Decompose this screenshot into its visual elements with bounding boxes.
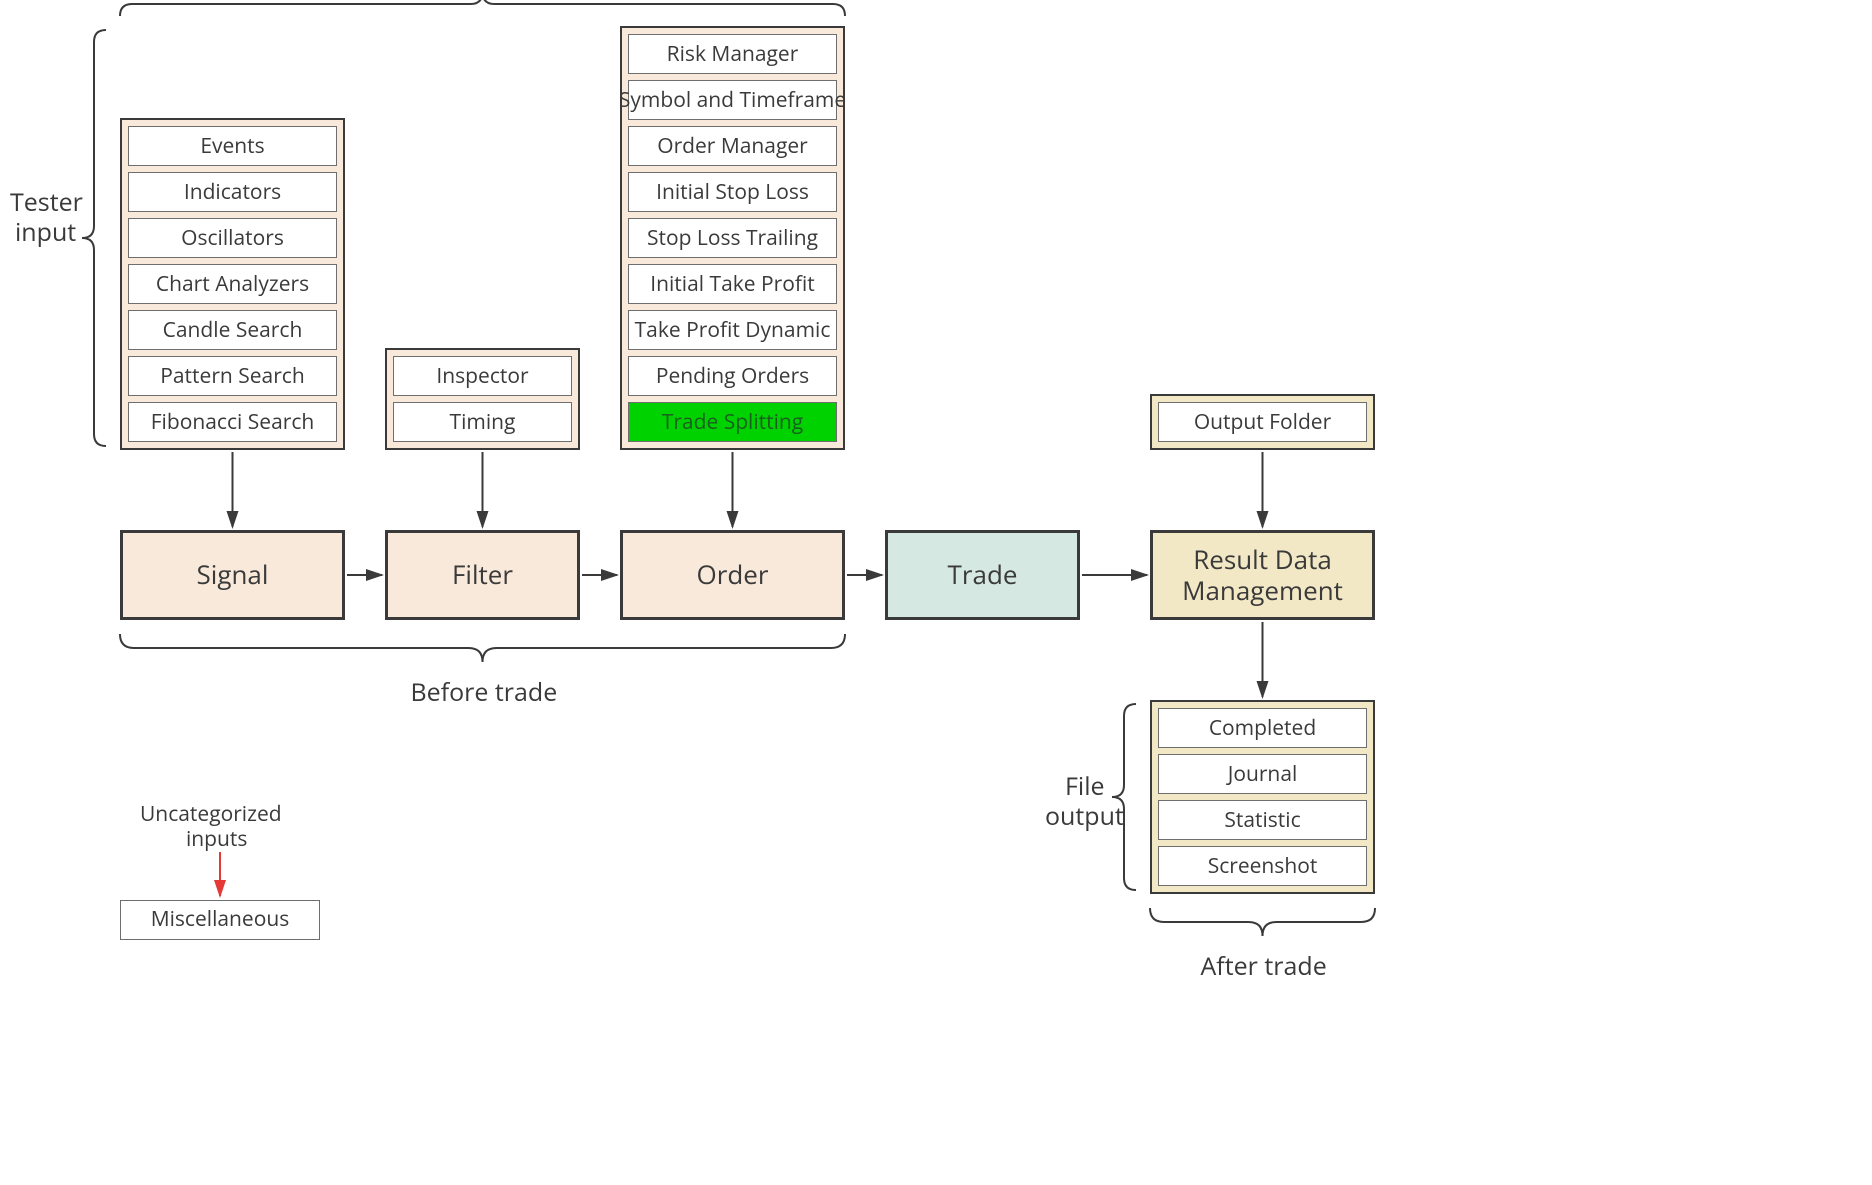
signal-box: Signal: [120, 530, 345, 620]
filter-item-label: Inspector: [436, 362, 528, 390]
signal-item-label: Pattern Search: [160, 362, 304, 390]
signal-item-label: Candle Search: [163, 316, 303, 344]
order-item-label: Order Manager: [657, 132, 807, 160]
miscellaneous-box: Miscellaneous: [120, 900, 320, 940]
filter-item: Inspector: [393, 356, 572, 396]
trade-box-label: Trade: [948, 559, 1018, 590]
signal-item: Pattern Search: [128, 356, 337, 396]
result_bottom-item-label: Statistic: [1224, 806, 1300, 834]
result_bottom-item-label: Journal: [1228, 760, 1298, 788]
result-top-stack: Output Folder: [1150, 394, 1375, 450]
order-item: Risk Manager: [628, 34, 837, 74]
signal-item: Events: [128, 126, 337, 166]
order-inputs-stack: Risk Manager Symbol and Timeframe Order Ma…: [620, 26, 845, 450]
result_bottom-item-label: Screenshot: [1208, 852, 1318, 880]
result_bottom-item: Journal: [1158, 754, 1367, 794]
order-item: Initial Stop Loss: [628, 172, 837, 212]
order-item-label: Symbol and Timeframe: [619, 86, 846, 114]
signal-inputs-stack: Events Indicators Oscillators Chart Analyze…: [120, 118, 345, 450]
uncategorized-label-line1: Uncategorized: [140, 800, 282, 828]
signal-item: Fibonacci Search: [128, 402, 337, 442]
result-box-label: Result Data Management: [1153, 544, 1372, 606]
result_bottom-item-label: Completed: [1209, 714, 1316, 742]
order-item: Initial Take Profit: [628, 264, 837, 304]
result_bottom-item: Statistic: [1158, 800, 1367, 840]
signal-box-label: Signal: [197, 559, 269, 590]
uncategorized-label-line2: inputs: [186, 825, 247, 853]
result-bottom-stack: Completed Journal Statistic Screenshot: [1150, 700, 1375, 894]
filter-box: Filter: [385, 530, 580, 620]
diagram-canvas: Events Indicators Oscillators Chart Analyze…: [0, 0, 1872, 1185]
order-box: Order: [620, 530, 845, 620]
order-item: Trade Splitting: [628, 402, 837, 442]
signal-item-label: Chart Analyzers: [156, 270, 309, 298]
order-item: Order Manager: [628, 126, 837, 166]
order-item-label: Stop Loss Trailing: [647, 224, 818, 252]
filter-box-label: Filter: [452, 559, 513, 590]
order-item: Symbol and Timeframe: [628, 80, 837, 120]
order-item-label: Take Profit Dynamic: [635, 316, 831, 344]
result-box: Result Data Management: [1150, 530, 1375, 620]
signal-item: Candle Search: [128, 310, 337, 350]
signal-item-label: Indicators: [184, 178, 281, 206]
order-item: Take Profit Dynamic: [628, 310, 837, 350]
file-output-label-line2: output: [1045, 799, 1124, 833]
after-trade-label: After trade: [1201, 949, 1327, 983]
tester-input-label-line1: Tester: [10, 185, 83, 219]
result_top-item: Output Folder: [1158, 402, 1367, 442]
signal-item: Indicators: [128, 172, 337, 212]
before-trade-label: Before trade: [411, 675, 558, 709]
order-item-label: Trade Splitting: [662, 408, 803, 436]
order-item: Stop Loss Trailing: [628, 218, 837, 258]
order-item-label: Initial Take Profit: [650, 270, 814, 298]
signal-item: Oscillators: [128, 218, 337, 258]
order-item-label: Initial Stop Loss: [656, 178, 809, 206]
file-output-label-line1: File: [1065, 769, 1105, 803]
result_bottom-item: Screenshot: [1158, 846, 1367, 886]
order-item-label: Risk Manager: [667, 40, 799, 68]
filter-item: Timing: [393, 402, 572, 442]
trade-box: Trade: [885, 530, 1080, 620]
order-item: Pending Orders: [628, 356, 837, 396]
order-box-label: Order: [697, 559, 769, 590]
result_bottom-item: Completed: [1158, 708, 1367, 748]
result_top-item-label: Output Folder: [1194, 408, 1331, 436]
signal-item-label: Oscillators: [181, 224, 284, 252]
tester-input-label-line2: input: [15, 215, 76, 249]
filter-inputs-stack: Inspector Timing: [385, 348, 580, 450]
signal-item-label: Fibonacci Search: [151, 408, 315, 436]
miscellaneous-label: Miscellaneous: [151, 907, 290, 932]
signal-item-label: Events: [200, 132, 264, 160]
signal-item: Chart Analyzers: [128, 264, 337, 304]
filter-item-label: Timing: [450, 408, 516, 436]
order-item-label: Pending Orders: [656, 362, 809, 390]
